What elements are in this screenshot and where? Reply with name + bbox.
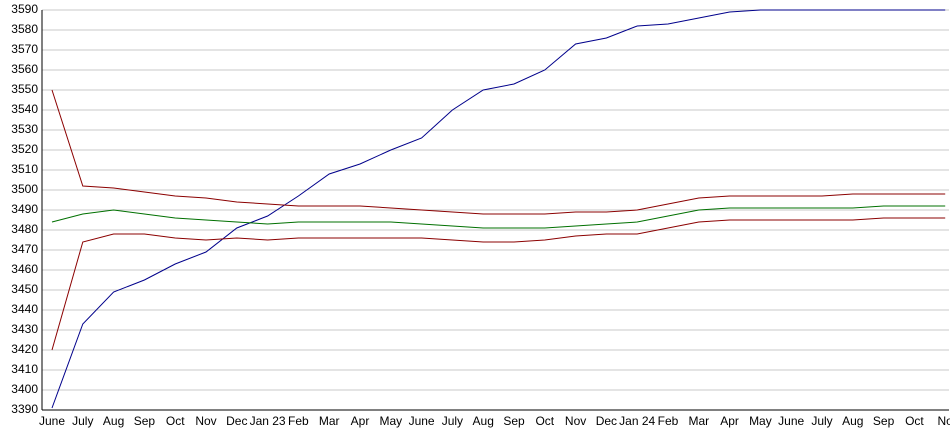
x-tick-label: Oct [166, 414, 185, 428]
x-tick-label: June [39, 414, 65, 428]
y-tick-label: 3520 [11, 142, 38, 156]
x-tick-label: July [811, 414, 832, 428]
x-tick-label: Mar [688, 414, 709, 428]
y-tick-label: 3460 [11, 262, 38, 276]
y-tick-label: 3590 [11, 2, 38, 16]
y-tick-label: 3450 [11, 282, 38, 296]
y-tick-label: 3570 [11, 42, 38, 56]
y-tick-label: 3430 [11, 322, 38, 336]
x-tick-label: Aug [473, 414, 494, 428]
y-tick-label: 3560 [11, 62, 38, 76]
x-tick-label: Feb [288, 414, 309, 428]
y-tick-label: 3440 [11, 302, 38, 316]
x-tick-label: Dec [226, 414, 247, 428]
x-tick-label: Dec [596, 414, 617, 428]
x-tick-label: July [442, 414, 463, 428]
x-tick-label: Aug [842, 414, 863, 428]
y-tick-label: 3470 [11, 242, 38, 256]
y-tick-label: 3480 [11, 222, 38, 236]
x-tick-label: Sep [134, 414, 156, 428]
x-tick-label: June [778, 414, 804, 428]
x-tick-label: Jan 24 [619, 414, 655, 428]
x-tick-label: Sep [873, 414, 895, 428]
x-tick-label: May [379, 414, 402, 428]
series-line [51, 9, 946, 409]
y-tick-label: 3420 [11, 342, 38, 356]
x-tick-label: May [749, 414, 772, 428]
series-line [51, 217, 946, 351]
y-tick-label: 3490 [11, 202, 38, 216]
x-tick-label: Sep [503, 414, 525, 428]
x-tick-label: Oct [535, 414, 554, 428]
x-tick-label: Feb [658, 414, 679, 428]
x-tick-label: Apr [720, 414, 739, 428]
y-tick-label: 3500 [11, 182, 38, 196]
y-tick-label: 3550 [11, 82, 38, 96]
x-tick-label: Oct [905, 414, 924, 428]
y-tick-label: 3580 [11, 22, 38, 36]
series-line [51, 205, 946, 229]
x-tick-label: Nov [565, 414, 586, 428]
y-tick-label: 3510 [11, 162, 38, 176]
y-tick-label: 3540 [11, 102, 38, 116]
x-tick-label: Apr [351, 414, 370, 428]
x-tick-label: Aug [103, 414, 124, 428]
y-tick-label: 3530 [11, 122, 38, 136]
x-tick-label: Nov [195, 414, 216, 428]
x-tick-label: July [72, 414, 93, 428]
x-tick-label: June [409, 414, 435, 428]
y-tick-label: 3390 [11, 402, 38, 416]
x-tick-label: No [938, 414, 950, 428]
x-tick-label: Mar [319, 414, 340, 428]
series-line [51, 89, 946, 215]
y-tick-label: 3410 [11, 362, 38, 376]
x-tick-label: Jan 23 [250, 414, 286, 428]
y-tick-label: 3400 [11, 382, 38, 396]
